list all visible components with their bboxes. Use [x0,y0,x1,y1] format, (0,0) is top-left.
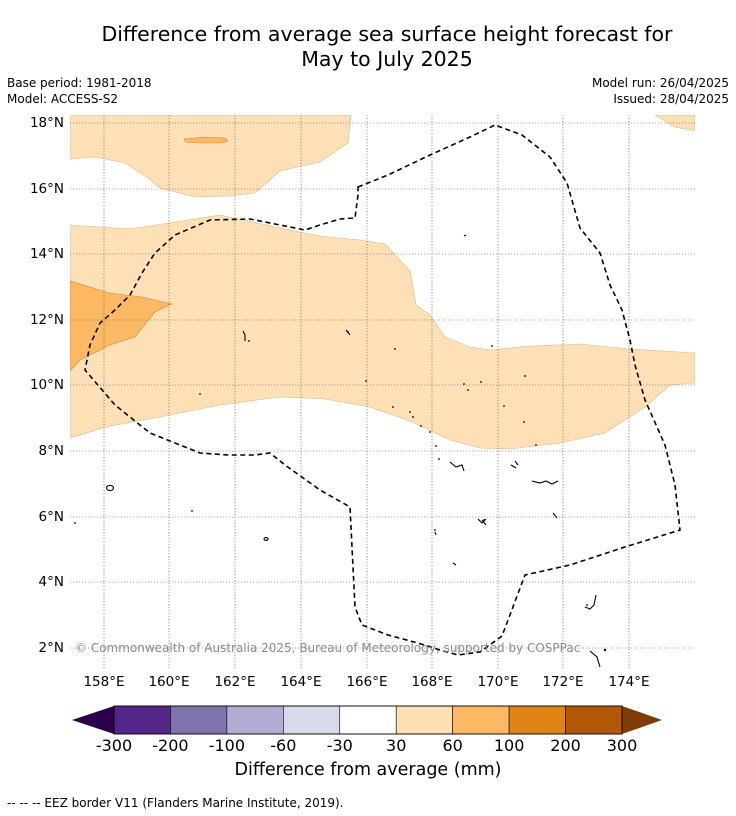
latitude-label: 16°N [29,181,64,197]
longitude-label: 162°E [214,674,256,690]
anomaly-patch-north [183,136,229,144]
colorbar-cell [565,705,623,735]
colorbar-tick-label: 200 [550,736,581,755]
islands [105,234,601,668]
eez-footnote: -- -- -- EEZ border V11 (Flanders Marine… [7,796,344,810]
map-area: © Commonwealth of Australia 2025, Bureau… [70,115,695,669]
anomaly-region-north [70,115,352,198]
meta-right: Model run: 26/04/2025 Issued: 28/04/2025 [592,75,729,107]
anomaly-patch-west [70,280,173,372]
longitude-label: 164°E [280,674,322,690]
colorbar-tick-label: 30 [386,736,407,755]
model-name: Model: ACCESS-S2 [7,92,119,106]
colorbar-tick-label: -100 [208,736,246,755]
latitude-label: 4°N [38,574,64,590]
colorbar-label: Difference from average (mm) [234,760,502,780]
colorbar-cells [113,705,623,735]
base-period: Base period: 1981-2018 [7,76,152,90]
issued-date: Issued: 28/04/2025 [613,92,729,106]
colorbar-cell [508,705,566,735]
latitude-label: 14°N [29,246,64,262]
longitude-label: 174°E [608,674,650,690]
longitude-label: 166°E [346,674,388,690]
longitude-label: 160°E [148,674,190,690]
graticule [70,115,695,669]
colorbar-tick-label: 60 [442,736,463,755]
colorbar [72,705,662,735]
copyright-notice: © Commonwealth of Australia 2025, Bureau… [75,641,581,655]
latitude-label: 10°N [29,377,64,393]
latitude-label: 12°N [29,312,64,328]
colorbar-extend-low [72,706,114,734]
title-line-1: Difference from average sea surface heig… [101,22,673,46]
longitude-label: 158°E [83,674,125,690]
latitude-label: 2°N [38,640,64,656]
latitude-label: 8°N [38,443,64,459]
colorbar-cell [226,705,284,735]
longitude-label: 172°E [542,674,584,690]
chart-title: Difference from average sea surface heig… [40,22,734,72]
colorbar-cell [395,705,453,735]
longitude-label: 168°E [411,674,453,690]
map-svg [70,115,695,669]
model-run: Model run: 26/04/2025 [591,76,729,90]
colorbar-extend-high [622,706,662,734]
anomaly-region-main-band [70,214,695,450]
colorbar-tick-label: 300 [606,736,638,755]
colorbar-tick-label: -200 [152,736,189,755]
title-line-2: May to July 2025 [301,47,473,71]
colorbar-tick-label: 100 [493,736,525,755]
meta-left: Base period: 1981-2018 Model: ACCESS-S2 [7,75,152,107]
colorbar-cell [339,705,397,735]
anomaly-region-northeast [654,115,695,132]
colorbar-tick-label: -60 [270,736,297,755]
colorbar-cell [283,705,341,735]
colorbar-tick-label: -30 [326,736,353,755]
latitude-label: 6°N [38,509,64,525]
colorbar-cell [170,705,228,735]
colorbar-cell [113,705,171,735]
longitude-label: 170°E [477,674,519,690]
latitude-label: 18°N [29,115,64,131]
eez-border [84,124,681,656]
colorbar-cell [452,705,510,735]
colorbar-tick-label: -300 [95,736,133,755]
atolls [74,331,607,652]
